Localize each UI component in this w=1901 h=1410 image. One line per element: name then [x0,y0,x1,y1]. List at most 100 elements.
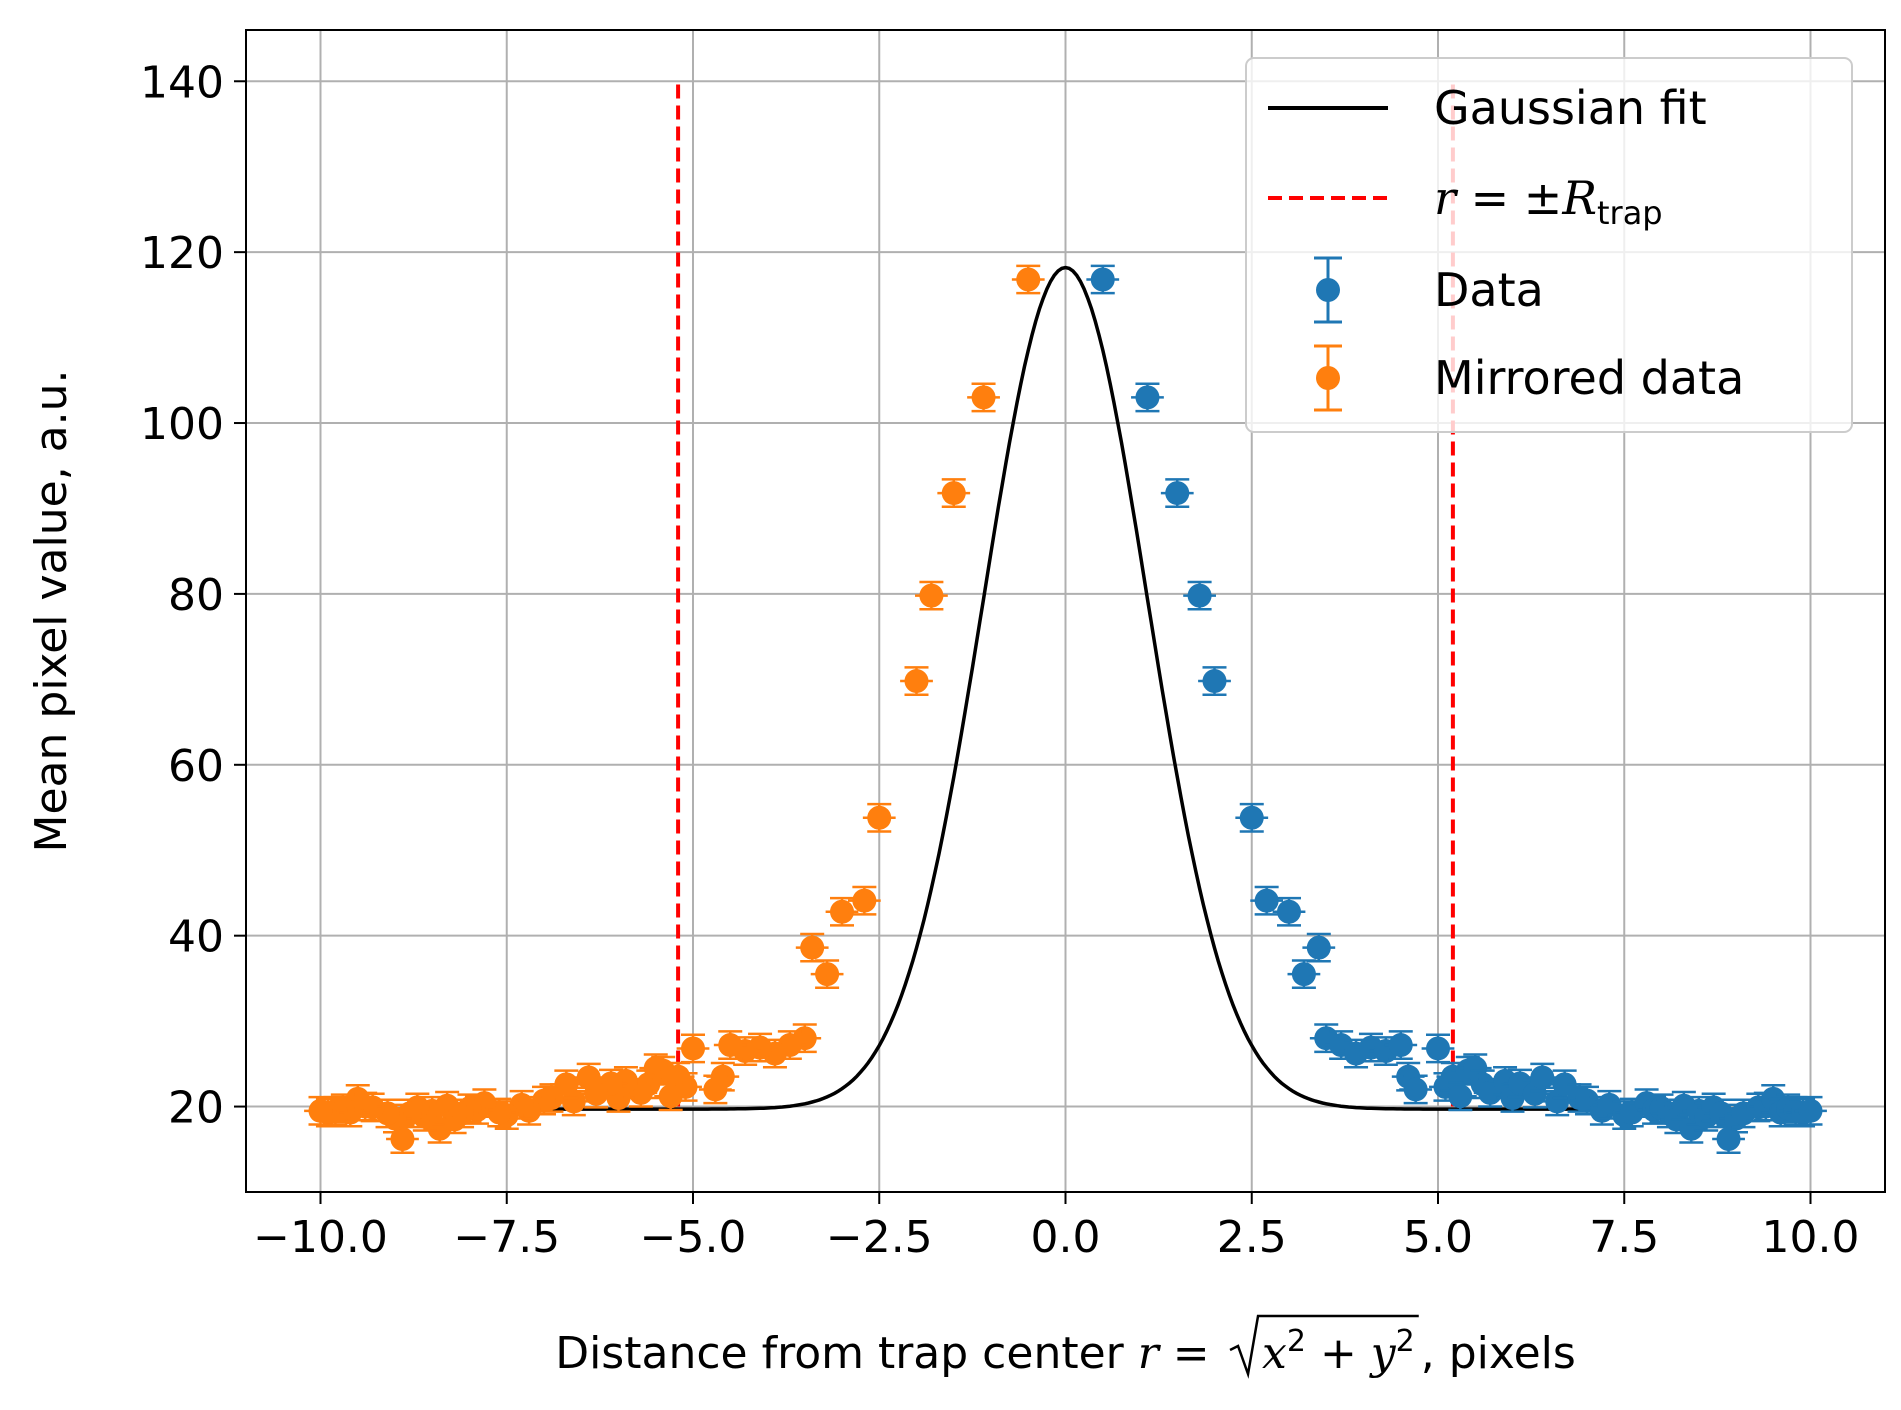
x-axis-label-plus: + [1306,1328,1371,1379]
data-marker [830,899,854,924]
data-point [1086,264,1120,295]
data-marker [1187,583,1212,608]
data-marker [1135,385,1160,410]
data-marker [1426,1036,1450,1061]
data-marker [867,805,892,830]
y-axis-label: Mean pixel value, a.u. [26,370,77,853]
data-marker [681,1036,705,1061]
x-axis-label-y: y [1369,1328,1397,1379]
data-marker [1388,1033,1413,1058]
data-marker [1090,267,1115,292]
x-axis-label-y-sup: 2 [1396,1324,1415,1359]
data-point [795,932,829,963]
legend-box [1245,57,1853,433]
data-marker [1016,267,1041,292]
x-axis-label: Distance from trap center r = x2 + y2, p… [555,1314,1576,1380]
x-tick-label: 5.0 [1403,1212,1473,1263]
data-marker [941,481,966,506]
data-point [1235,802,1269,833]
x-axis-label-r: r [1138,1328,1162,1379]
legend-label: Data [1434,263,1544,317]
data-point [967,382,1000,413]
y-tick-label: 140 [140,57,224,108]
data-point [1384,1030,1418,1060]
data-point [1458,1053,1492,1084]
trap-radius-lines [676,81,1455,1107]
data-marker [576,1065,601,1090]
data-point [1287,959,1321,990]
data-marker [1239,805,1264,830]
data-point [915,580,948,611]
data-point [1198,666,1231,696]
data-point [1011,264,1045,295]
data-marker [308,1098,333,1123]
x-axis-label-eq: = [1159,1328,1224,1379]
data-marker [1798,1098,1823,1123]
data-point [1160,478,1194,509]
legend-entry: Mirrored data [1314,344,1744,412]
data-marker [1448,1084,1473,1109]
data-point [900,666,933,696]
data-marker [1530,1065,1555,1090]
data-point [825,896,859,927]
x-axis-label-suffix: , pixels [1421,1328,1576,1379]
data-point [1399,1074,1433,1105]
data-point [810,959,844,990]
legend-label: Gaussian fit [1434,81,1707,135]
data-marker [852,888,877,913]
x-axis-label-prefix: Distance from trap center [555,1328,1124,1379]
data-marker [904,669,929,694]
data-point [1183,580,1216,611]
data-point [1794,1095,1827,1126]
x-tick-label: −5.0 [640,1212,747,1263]
data-marker [718,1033,743,1058]
x-tick-label: 10.0 [1762,1212,1860,1263]
data-marker [658,1084,683,1109]
legend-entry: Data [1314,256,1544,324]
data-points-layer [304,264,1827,1154]
x-tick-label: −10.0 [253,1212,388,1263]
y-tick-label: 100 [140,399,224,450]
legend-entry: r = ±Rtrap [1268,171,1663,232]
data-point [1302,932,1336,963]
data-point [937,478,971,509]
svg-text:Distance from trap center r =: Distance from trap center r = x2 + y2, p… [555,1324,1576,1380]
y-tick-label: 80 [168,570,224,621]
data-marker [1291,962,1316,987]
data-marker [815,962,840,987]
x-axis-label-x-sup: 2 [1287,1324,1306,1359]
legend-entry: Gaussian fit [1268,81,1707,135]
data-point [1443,1081,1477,1112]
data-marker [1403,1077,1428,1102]
x-tick-label: −7.5 [453,1212,560,1263]
data-point [1131,382,1164,413]
data-point [1421,1033,1455,1064]
data-marker [919,583,944,608]
data-marker [1202,669,1227,694]
legend-label: r = ±Rtrap [1434,171,1663,232]
x-tick-label: 2.5 [1217,1212,1287,1263]
data-point [304,1095,337,1126]
data-point [698,1074,732,1105]
data-marker [1277,899,1301,924]
data-point [862,802,896,833]
data-point [713,1030,747,1060]
x-tick-label: 0.0 [1031,1212,1101,1263]
data-point [1272,896,1306,927]
y-tick-label: 20 [168,1083,224,1134]
data-marker [1254,888,1279,913]
sqrt-sign [1229,1314,1419,1379]
y-tick-label: 40 [168,912,224,963]
legend-label: Mirrored data [1434,351,1744,405]
data-marker [800,935,825,960]
x-axis-label-x: x [1262,1328,1287,1379]
legend-marker-icon [1316,278,1340,302]
y-tick-label: 60 [168,741,224,792]
data-marker [1306,935,1331,960]
ticks-layer: −10.0 −7.5 −5.0 −2.5 0.0 2.5 5.0 7.5 10.0 20 40 60 8… [140,57,1859,1263]
data-marker [971,385,996,410]
legend-marker-icon [1316,366,1340,390]
x-tick-label: 7.5 [1589,1212,1659,1263]
x-tick-label: −2.5 [826,1212,933,1263]
